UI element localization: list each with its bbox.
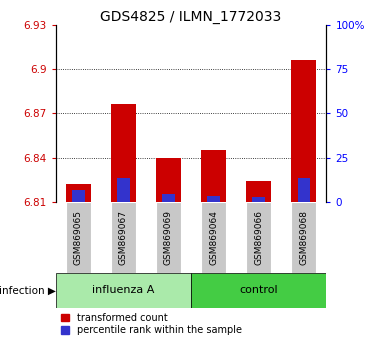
Bar [66,202,91,273]
Text: GSM869066: GSM869066 [254,210,263,265]
Text: infection ▶: infection ▶ [0,285,56,295]
Text: GSM869065: GSM869065 [74,210,83,265]
Bar [292,60,316,202]
Bar [252,198,265,202]
Bar [191,273,326,308]
Bar [292,202,316,273]
Bar [156,158,181,202]
Bar [207,196,220,202]
Bar [298,178,310,202]
Title: GDS4825 / ILMN_1772033: GDS4825 / ILMN_1772033 [101,10,282,24]
Text: GSM869068: GSM869068 [299,210,308,265]
Bar [117,178,130,202]
Bar [246,181,271,202]
Bar [246,202,271,273]
Text: GSM869064: GSM869064 [209,210,218,265]
Bar [201,150,226,202]
Text: GSM869069: GSM869069 [164,210,173,265]
Bar [72,190,85,202]
Bar [66,184,91,202]
Bar [156,202,181,273]
Bar [162,194,175,202]
Legend: transformed count, percentile rank within the sample: transformed count, percentile rank withi… [60,313,242,335]
Text: control: control [239,285,278,295]
Bar [201,202,226,273]
Bar [56,273,191,308]
Bar [111,104,136,202]
Text: GSM869067: GSM869067 [119,210,128,265]
Text: influenza A: influenza A [92,285,155,295]
Bar [111,202,136,273]
